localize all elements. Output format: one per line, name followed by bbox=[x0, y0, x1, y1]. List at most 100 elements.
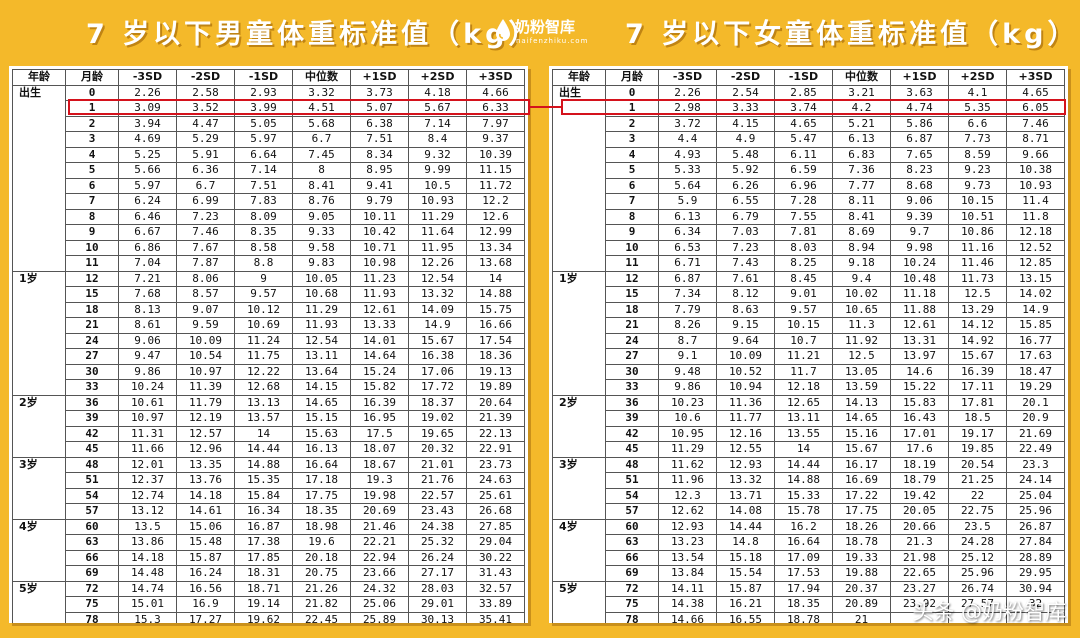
weight-cell: 13.13 bbox=[234, 394, 293, 411]
weight-cell: 23.43 bbox=[408, 503, 467, 520]
weight-cell: 13.11 bbox=[774, 410, 833, 427]
weight-cell: 9.39 bbox=[890, 208, 949, 225]
column-header: 月龄 bbox=[65, 69, 119, 86]
weight-cell: 6.79 bbox=[716, 208, 775, 225]
table-row: 1岁 12 6.87 7.61 8.45 9.4 10.48 11.73 13.15 bbox=[552, 270, 1065, 287]
weight-cell: 9.98 bbox=[890, 239, 949, 256]
weight-cell: 15.83 bbox=[890, 394, 949, 411]
month-cell: 48 bbox=[65, 456, 119, 473]
weight-cell: 9.32 bbox=[408, 146, 467, 163]
month-cell: 72 bbox=[605, 580, 659, 597]
weight-cell: 18.31 bbox=[234, 565, 293, 582]
table-row: 出生 0 2.26 2.54 2.85 3.21 3.63 4.1 4.65 bbox=[552, 84, 1065, 101]
weight-cell: 16.66 bbox=[466, 317, 525, 334]
column-header: +1SD bbox=[890, 69, 949, 86]
weight-cell: 12.54 bbox=[408, 270, 467, 287]
weight-cell: 12.16 bbox=[716, 425, 775, 442]
weight-cell: 7.43 bbox=[716, 255, 775, 272]
weight-cell: 7.87 bbox=[176, 255, 235, 272]
weight-cell: 6.55 bbox=[716, 193, 775, 210]
weight-cell: 5.92 bbox=[716, 162, 775, 179]
weight-cell: 10.98 bbox=[350, 255, 409, 272]
weight-cell: 14.38 bbox=[658, 596, 717, 613]
weight-cell: 25.96 bbox=[948, 565, 1007, 582]
weight-cell: 5.97 bbox=[118, 177, 177, 194]
weight-cell: 20.1 bbox=[1006, 394, 1065, 411]
weight-cell: 23.73 bbox=[466, 456, 525, 473]
weight-cell: 15.01 bbox=[118, 596, 177, 613]
weight-cell: 13.32 bbox=[716, 472, 775, 489]
weight-cell: 10.61 bbox=[118, 394, 177, 411]
weight-cell: 8.45 bbox=[774, 270, 833, 287]
weight-cell: 11.23 bbox=[350, 270, 409, 287]
weight-cell: 22.94 bbox=[350, 549, 409, 566]
weight-cell: 9.57 bbox=[234, 286, 293, 303]
weight-cell: 8.68 bbox=[890, 177, 949, 194]
weight-cell: 7.04 bbox=[118, 255, 177, 272]
weight-cell: 8.12 bbox=[716, 286, 775, 303]
table-row: 5岁 72 14.74 16.56 18.71 21.26 24.32 28.03 32.57 bbox=[12, 580, 525, 597]
age-group-cell bbox=[552, 550, 606, 566]
weight-cell: 17.6 bbox=[890, 441, 949, 458]
month-cell: 78 bbox=[605, 611, 659, 623]
weight-cell: 15.3 bbox=[118, 611, 177, 623]
month-cell: 66 bbox=[65, 549, 119, 566]
weight-cell: 5.68 bbox=[292, 115, 351, 132]
weight-cell: 8.34 bbox=[350, 146, 409, 163]
weight-cell: 18.35 bbox=[292, 503, 351, 520]
table-row: 3岁 48 11.62 12.93 14.44 16.17 18.19 20.54 23.3 bbox=[552, 456, 1065, 473]
table-row: 21 8.61 9.59 10.69 11.93 13.33 14.9 16.66 bbox=[12, 317, 525, 334]
age-group-cell bbox=[12, 488, 66, 504]
weight-cell: 16.64 bbox=[774, 534, 833, 551]
age-group-cell bbox=[552, 209, 606, 225]
weight-cell: 19.6 bbox=[292, 534, 351, 551]
weight-cell: 5.97 bbox=[234, 131, 293, 148]
weight-cell: 14 bbox=[234, 425, 293, 442]
table-row: 57 12.62 14.08 15.78 17.75 20.05 22.75 25.96 bbox=[552, 503, 1065, 520]
table-row: 1岁 12 7.21 8.06 9 10.05 11.23 12.54 14 bbox=[12, 270, 525, 287]
month-cell: 63 bbox=[605, 534, 659, 551]
weight-cell: 10.09 bbox=[716, 348, 775, 365]
weight-cell: 7.34 bbox=[658, 286, 717, 303]
weight-cell: 5.86 bbox=[890, 115, 949, 132]
weight-cell: 16.39 bbox=[350, 394, 409, 411]
weight-cell: 17.11 bbox=[948, 379, 1007, 396]
weight-cell: 6.87 bbox=[890, 131, 949, 148]
weight-cell: 14 bbox=[774, 441, 833, 458]
weight-cell: 14.88 bbox=[466, 286, 525, 303]
weight-cell: 11.46 bbox=[948, 255, 1007, 272]
weight-cell: 7.36 bbox=[832, 162, 891, 179]
weight-cell: 8.95 bbox=[350, 162, 409, 179]
weight-cell: 14.9 bbox=[408, 317, 467, 334]
month-cell: 42 bbox=[65, 425, 119, 442]
weight-cell: 16.13 bbox=[292, 441, 351, 458]
weight-cell: 22.57 bbox=[408, 487, 467, 504]
age-group-cell: 出生 bbox=[12, 84, 66, 101]
weight-cell: 35.41 bbox=[466, 611, 525, 623]
weight-cell: 11.7 bbox=[774, 363, 833, 380]
weight-cell: 16.77 bbox=[1006, 332, 1065, 349]
weight-cell: 8.69 bbox=[832, 224, 891, 241]
table-row: 30 9.86 10.97 12.22 13.64 15.24 17.06 19.13 bbox=[12, 363, 525, 380]
boys-weight-table: 年龄 月龄 -3SD -2SD -1SD 中位数 +1SD +2SD +3SD 出生 0 2.26 2… bbox=[12, 69, 525, 623]
month-cell: 60 bbox=[605, 518, 659, 535]
weight-cell: 20.54 bbox=[948, 456, 1007, 473]
weight-cell: 5.21 bbox=[832, 115, 891, 132]
month-cell: 36 bbox=[605, 394, 659, 411]
month-cell: 63 bbox=[65, 534, 119, 551]
weight-cell: 18.5 bbox=[948, 410, 1007, 427]
month-cell: 9 bbox=[605, 224, 659, 241]
weight-cell: 14.61 bbox=[176, 503, 235, 520]
weight-cell: 13.68 bbox=[466, 255, 525, 272]
column-header: +1SD bbox=[350, 69, 409, 86]
age-group-cell: 4岁 bbox=[552, 518, 606, 535]
weight-cell: 11.92 bbox=[832, 332, 891, 349]
girls-month-1-highlight bbox=[561, 99, 1066, 115]
weight-cell: 13.12 bbox=[118, 503, 177, 520]
weight-cell: 19.29 bbox=[1006, 379, 1065, 396]
weight-cell: 18.07 bbox=[350, 441, 409, 458]
weight-cell: 18.78 bbox=[774, 611, 833, 623]
weight-cell: 9.07 bbox=[176, 301, 235, 318]
age-group-cell bbox=[12, 441, 66, 457]
weight-cell: 14.18 bbox=[118, 549, 177, 566]
